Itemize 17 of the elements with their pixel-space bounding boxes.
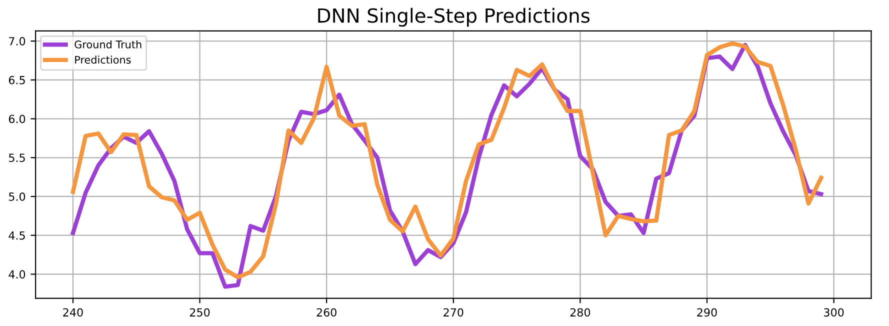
legend-label: Predictions bbox=[75, 56, 131, 64]
x-tick-label: 290 bbox=[697, 308, 717, 317]
y-tick-label: 6.0 bbox=[8, 114, 26, 124]
x-tick-label: 250 bbox=[190, 308, 210, 317]
x-tick-label: 300 bbox=[824, 308, 844, 317]
y-tick-label: 6.5 bbox=[8, 76, 25, 84]
x-tick-label: 240 bbox=[63, 308, 83, 317]
y-tick-label: 5.5 bbox=[9, 154, 25, 162]
y-tick-label: 5.0 bbox=[9, 192, 26, 201]
x-tick-label: 260 bbox=[316, 308, 336, 317]
y-tick-label: 4.0 bbox=[8, 270, 26, 279]
chart-title: DNN Single-Step Predictions bbox=[318, 8, 590, 27]
legend-label: Ground Truth bbox=[74, 40, 142, 48]
x-tick-label: 270 bbox=[444, 308, 464, 317]
y-tick-label: 4.5 bbox=[8, 231, 25, 240]
x-tick-label: 280 bbox=[570, 308, 590, 317]
y-tick-label: 7.0 bbox=[9, 37, 26, 46]
